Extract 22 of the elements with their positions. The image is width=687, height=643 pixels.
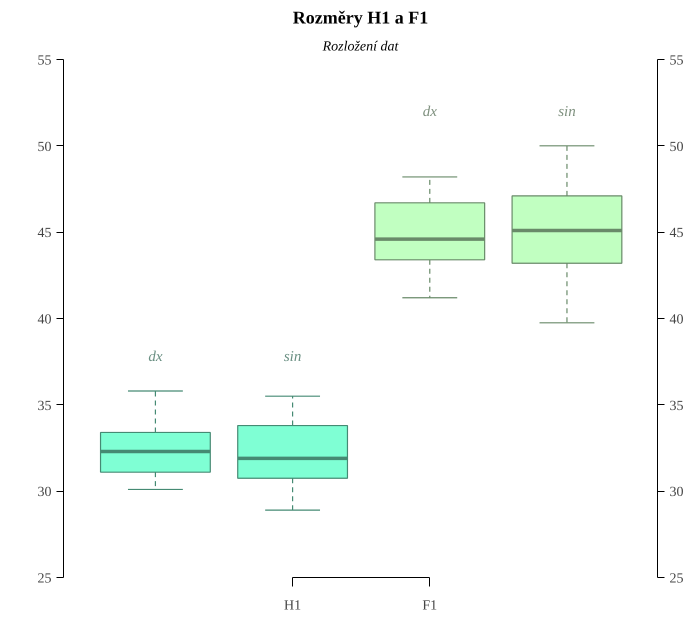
- y2-tick-label: 50: [670, 140, 684, 155]
- y2-tick-label: 25: [670, 572, 684, 586]
- chart-subtitle: Rozložení dat: [322, 40, 400, 54]
- annotation: dx: [148, 349, 163, 366]
- y-tick-label: 55: [38, 54, 52, 68]
- x-tick-label: H1: [284, 598, 302, 614]
- y-tick-label: 25: [38, 572, 52, 586]
- y-tick-label: 40: [38, 312, 52, 328]
- x-tick-label: F1: [422, 598, 438, 614]
- y-tick-label: 50: [38, 140, 52, 155]
- y2-tick-label: 35: [670, 398, 684, 414]
- annotation: sin: [284, 349, 302, 366]
- annotation: sin: [558, 104, 576, 120]
- y-tick-label: 35: [38, 398, 52, 414]
- y-tick-label: 30: [38, 485, 52, 500]
- y-tick-label: 45: [38, 226, 52, 242]
- y2-tick-label: 30: [670, 485, 684, 500]
- y2-tick-label: 45: [670, 226, 684, 242]
- chart-title: Rozměry H1 a F1: [292, 8, 428, 28]
- y2-tick-label: 40: [670, 312, 684, 328]
- y2-tick-label: 55: [670, 54, 684, 68]
- annotation: dx: [422, 104, 438, 120]
